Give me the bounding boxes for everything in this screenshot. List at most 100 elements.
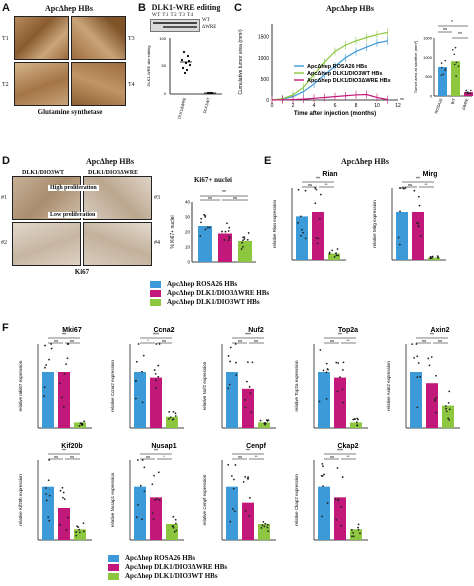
mini-point: [168, 417, 170, 420]
mini-bar: [350, 529, 362, 540]
panel-c-letter: C: [234, 2, 242, 14]
mini-point: [404, 187, 407, 189]
inset-point: [467, 92, 469, 95]
mini-point: [151, 483, 154, 486]
mini-point: [322, 465, 324, 468]
mini-point: [302, 231, 304, 234]
mini-sig: **: [62, 333, 66, 339]
sublabel-4: #4: [154, 240, 160, 246]
panel-e-letter: E: [264, 155, 272, 167]
mini-point: [416, 355, 419, 358]
b-ylabel: DLK1-WRE site editing: [146, 46, 151, 87]
c-series-line: [271, 40, 388, 101]
c-series-line: [271, 93, 388, 101]
mini-point: [66, 357, 69, 360]
mini-sig: **: [316, 177, 320, 183]
d-bar: [238, 241, 252, 262]
mini-point: [331, 249, 334, 252]
mini-point: [61, 486, 64, 489]
mini-point: [45, 364, 48, 366]
chart-d-ki67: 0 10 20 30 40 ** ns ns % Ki67+ nuclei: [170, 190, 256, 265]
mini-point: [155, 379, 157, 382]
mini-point: [335, 254, 338, 257]
mini-point: [157, 375, 160, 378]
mini-point: [428, 364, 431, 367]
mini-bar: [150, 497, 162, 540]
mini-point: [411, 343, 414, 346]
sublabel-t3: T3: [128, 36, 135, 42]
mini-point: [260, 526, 263, 529]
inset-bar: [464, 92, 473, 96]
mini-point: [336, 467, 339, 469]
chart-f-mki67: Mki67** ns ns relative mki67 expression: [18, 327, 92, 429]
mini-point: [337, 362, 340, 364]
inset-point: [440, 74, 443, 77]
mini-point: [249, 392, 252, 395]
mini-point: [143, 466, 146, 469]
d-point: [242, 239, 244, 242]
mini-point: [325, 397, 328, 400]
c-xtick: 4: [313, 103, 316, 109]
mini-title: Mki67: [62, 327, 82, 334]
mini-point: [413, 189, 416, 192]
mini-point: [336, 248, 339, 250]
chart-c-tumor-area: 0 500 1000 1500 0 2 4 6 8 10 12 Time after injectio…: [238, 24, 404, 117]
chart-f-cenpf: Cenpf**ns **relative Cenpf expression: [202, 443, 276, 541]
d-point: [206, 226, 209, 229]
mini-sig: ns: [54, 454, 58, 459]
mini-sig: ns: [438, 338, 442, 343]
mini-point: [235, 374, 238, 377]
mini-point: [266, 526, 269, 529]
d-sig: ns: [233, 195, 237, 200]
inset-ytick: 1500: [423, 36, 433, 41]
inset-ytick: 500: [425, 74, 432, 79]
panel-b-letter: B: [138, 2, 146, 14]
mini-sig: ns: [146, 454, 150, 459]
mini-point: [416, 376, 419, 379]
mini-title: Ckap2: [337, 443, 358, 450]
mini-point: [359, 532, 361, 535]
d-point: [200, 221, 202, 224]
mini-point: [304, 237, 307, 240]
mini-point: [399, 210, 401, 213]
mini-point: [248, 514, 250, 517]
mini-bar: [296, 216, 308, 260]
c-ytick: 1000: [258, 56, 269, 62]
mini-point: [418, 204, 421, 207]
mini-point: [227, 387, 230, 390]
tissue-image-t3: [71, 16, 126, 60]
panel-d-title: ApcΔhep HBs: [86, 157, 134, 166]
mini-point: [447, 402, 450, 404]
mini-point: [141, 518, 143, 521]
mini-point: [67, 343, 70, 345]
mini-sig: **: [254, 454, 258, 459]
mini-point: [413, 357, 416, 359]
inset-xcat: ROSA26: [433, 97, 443, 114]
d-point: [208, 226, 211, 229]
mini-point: [59, 523, 61, 526]
mini-point: [417, 362, 420, 364]
inset-point: [442, 73, 445, 75]
f-row1: Mki67 ** ns ns relative mki67 expression Ccna…: [0, 324, 474, 442]
mini-point: [430, 356, 433, 358]
mini-point: [174, 518, 177, 521]
inset-ytick: 0: [430, 94, 433, 99]
c-legend-label: ApcΔhep DLK1/DIO3ΔWRE HBs: [307, 78, 391, 84]
mini-bar: [150, 377, 162, 428]
mini-point: [318, 400, 321, 403]
chart-f-top2a: Top2a**ns **relative Top2a expression: [294, 327, 368, 429]
tissue-image-t1: [14, 16, 69, 60]
mini-point: [315, 236, 318, 239]
c-ytick: 1500: [258, 35, 269, 41]
d-point: [226, 222, 228, 225]
mini-title: Mirg: [423, 171, 438, 178]
c-xtick: 8: [355, 103, 358, 109]
mini-point: [48, 494, 51, 497]
inset-point: [453, 63, 456, 66]
legend-bottom-wt: ApcΔhep DLK1/DIO3WT HBs: [125, 572, 218, 580]
panel-f-letter: F: [2, 322, 9, 334]
mini-bar: [410, 372, 422, 428]
mini-bar: [166, 416, 178, 428]
mini-point: [335, 252, 337, 255]
mini-point: [67, 516, 70, 519]
